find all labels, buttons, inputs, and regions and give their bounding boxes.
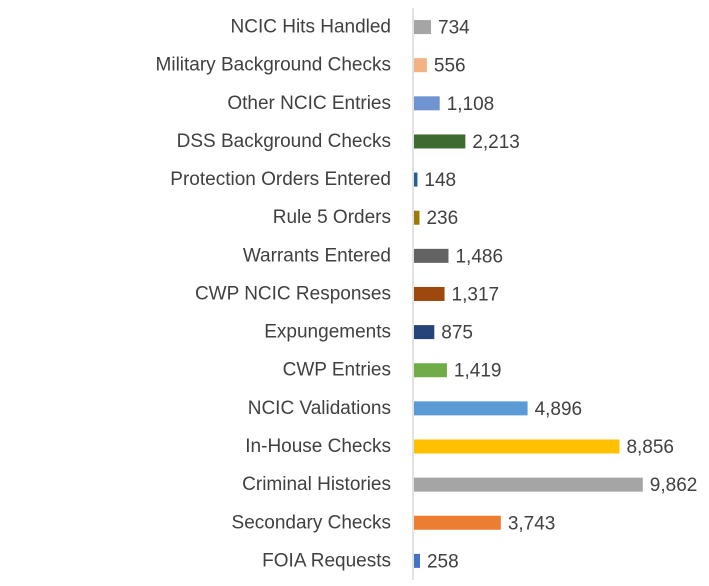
bar (414, 401, 528, 416)
value-label: 9,862 (650, 475, 698, 496)
bar (414, 20, 432, 35)
value-label: 1,108 (447, 94, 495, 115)
category-label: CWP NCIC Responses (195, 283, 391, 304)
bar (414, 477, 643, 492)
bar (414, 172, 418, 187)
bar (414, 210, 420, 225)
value-label: 734 (438, 18, 470, 39)
value-label: 236 (426, 208, 458, 229)
category-label: In-House Checks (245, 436, 391, 457)
bar (414, 515, 501, 530)
value-label: 556 (434, 56, 466, 77)
category-label: Protection Orders Entered (170, 169, 391, 190)
category-label: NCIC Validations (248, 398, 391, 419)
category-label: CWP Entries (283, 360, 391, 381)
category-label: Military Background Checks (156, 55, 391, 76)
category-label: DSS Background Checks (177, 131, 391, 152)
category-label: Rule 5 Orders (273, 207, 391, 228)
category-label: FOIA Requests (262, 550, 391, 571)
value-label: 2,213 (472, 132, 520, 153)
bar (414, 134, 466, 149)
category-label: Other NCIC Entries (227, 93, 391, 114)
bar (414, 439, 620, 454)
value-label: 4,896 (535, 399, 583, 420)
category-label: Warrants Entered (243, 245, 391, 266)
category-labels: NCIC Hits Handled Military Background Che… (156, 17, 391, 572)
value-label: 1,486 (455, 246, 503, 267)
bar (414, 553, 420, 568)
category-label: Criminal Histories (242, 474, 391, 495)
value-label: 3,743 (508, 513, 556, 534)
bar (414, 325, 435, 340)
value-label: 1,419 (454, 361, 502, 382)
bar (414, 286, 445, 301)
value-label: 1,317 (452, 284, 500, 305)
bar (414, 58, 427, 73)
bar (414, 363, 447, 378)
bar (414, 96, 440, 111)
category-label: NCIC Hits Handled (231, 17, 392, 38)
bars (414, 20, 643, 568)
category-label: Expungements (264, 322, 391, 343)
value-label: 8,856 (626, 437, 674, 458)
value-label: 148 (424, 170, 456, 191)
value-label: 258 (427, 551, 459, 572)
bar (414, 248, 449, 263)
value-label: 875 (441, 323, 473, 344)
value-labels: 734 556 1,108 2,213 148 236 1,486 1,317 875 1,419… (424, 18, 697, 573)
category-label: Secondary Checks (232, 512, 391, 533)
